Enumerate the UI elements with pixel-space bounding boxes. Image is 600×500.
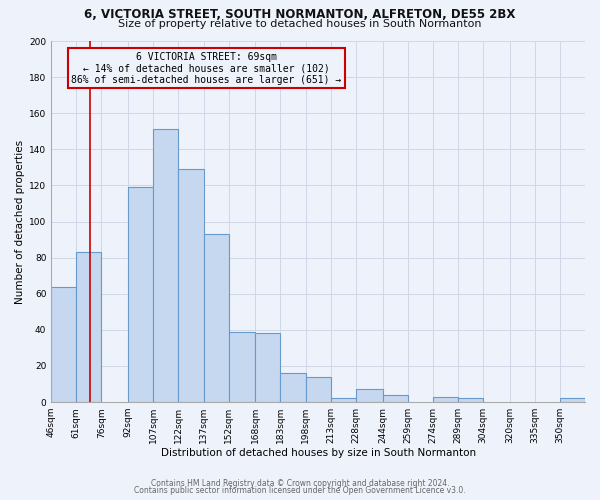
Bar [458,398,483,402]
Bar [433,396,458,402]
Text: 6 VICTORIA STREET: 69sqm
← 14% of detached houses are smaller (102)
86% of semi-: 6 VICTORIA STREET: 69sqm ← 14% of detach… [71,52,341,85]
Text: Contains public sector information licensed under the Open Government Licence v3: Contains public sector information licen… [134,486,466,495]
Bar [331,398,356,402]
Text: 6, VICTORIA STREET, SOUTH NORMANTON, ALFRETON, DE55 2BX: 6, VICTORIA STREET, SOUTH NORMANTON, ALF… [85,8,515,20]
X-axis label: Distribution of detached houses by size in South Normanton: Distribution of detached houses by size … [161,448,476,458]
Bar [51,286,76,402]
Y-axis label: Number of detached properties: Number of detached properties [15,140,25,304]
Bar [383,395,407,402]
Bar [356,390,383,402]
Bar [203,234,229,402]
Bar [256,334,280,402]
Bar [76,252,101,402]
Bar [154,130,178,402]
Bar [229,332,256,402]
Text: Size of property relative to detached houses in South Normanton: Size of property relative to detached ho… [118,19,482,29]
Bar [128,187,154,402]
Bar [305,377,331,402]
Bar [560,398,585,402]
Bar [178,169,203,402]
Bar [280,373,305,402]
Text: Contains HM Land Registry data © Crown copyright and database right 2024.: Contains HM Land Registry data © Crown c… [151,478,449,488]
